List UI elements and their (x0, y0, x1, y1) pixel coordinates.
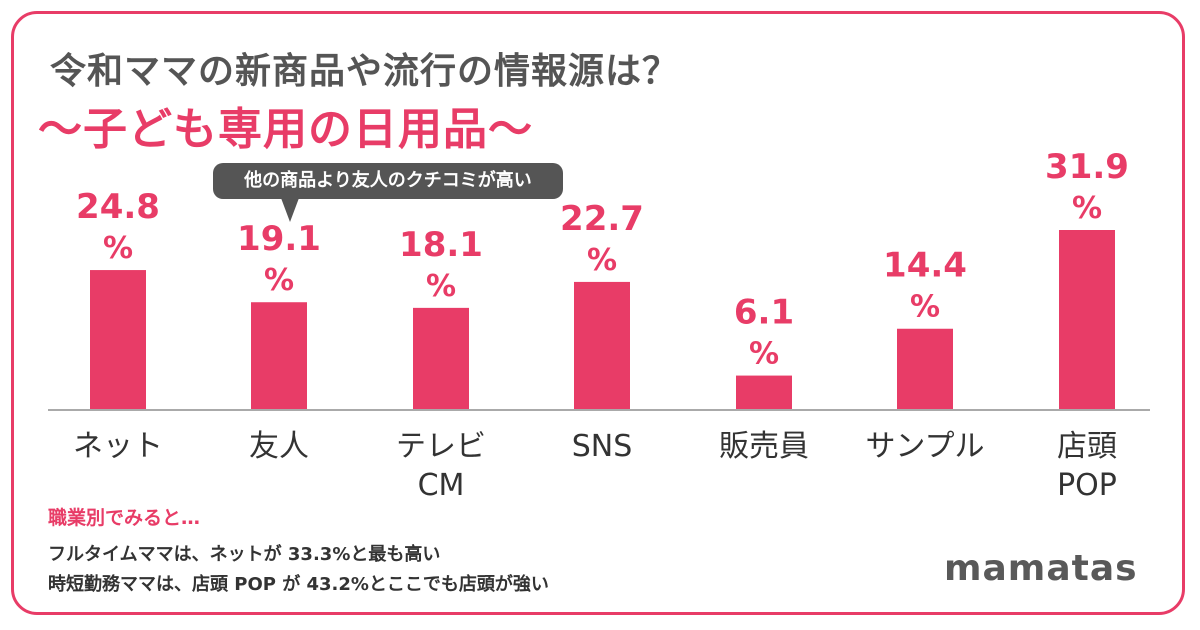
category-label: POP (1057, 468, 1117, 503)
category-label: SNS (572, 429, 633, 464)
category-label: 販売員 (719, 429, 809, 464)
bar-unit-label: % (749, 337, 779, 372)
bar-unit-label: % (587, 243, 617, 278)
category-label: CM (418, 468, 465, 503)
bar-value-label: 19.1 (237, 219, 321, 259)
category-label: サンプル (865, 429, 984, 464)
chart-subtitle: ～子ども専用の日用品～ (38, 104, 533, 155)
callout-tail (281, 198, 299, 222)
bar-value-label: 6.1 (734, 293, 794, 333)
bar (413, 307, 469, 410)
bar-unit-label: % (103, 231, 133, 266)
bar-value-label: 24.8 (76, 187, 160, 227)
bar-value-label: 14.4 (883, 246, 967, 286)
bar-unit-label: % (264, 263, 294, 298)
bar (897, 328, 953, 410)
bar-value-label: 22.7 (560, 199, 644, 239)
bar (1059, 230, 1115, 410)
bar-unit-label: % (426, 269, 456, 304)
bar-unit-label: % (1072, 191, 1102, 226)
category-label: テレビ (396, 429, 486, 464)
note-line-fulltime: フルタイムママは、ネットが 33.3%と最も高い (48, 544, 441, 565)
brand-logo: mamatas (944, 548, 1138, 589)
bar (574, 281, 630, 410)
bar-value-label: 31.9 (1045, 147, 1129, 187)
bar (251, 302, 307, 410)
category-label: 店頭 (1057, 429, 1117, 464)
bar-unit-label: % (910, 290, 940, 325)
bar-value-label: 18.1 (399, 225, 483, 265)
category-label: 友人 (249, 429, 309, 464)
notes-heading: 職業別でみると… (48, 507, 201, 529)
bar (90, 270, 146, 410)
chart-title: 令和ママの新商品や流行の情報源は？ (50, 51, 680, 92)
category-label: ネット (73, 429, 163, 464)
callout-bubble: 他の商品より友人のクチコミが高い (213, 163, 563, 199)
note-line-shorttime: 時短勤務ママは、店頭 POP が 43.2%とここでも店頭が強い (48, 574, 549, 595)
bar (736, 375, 792, 410)
